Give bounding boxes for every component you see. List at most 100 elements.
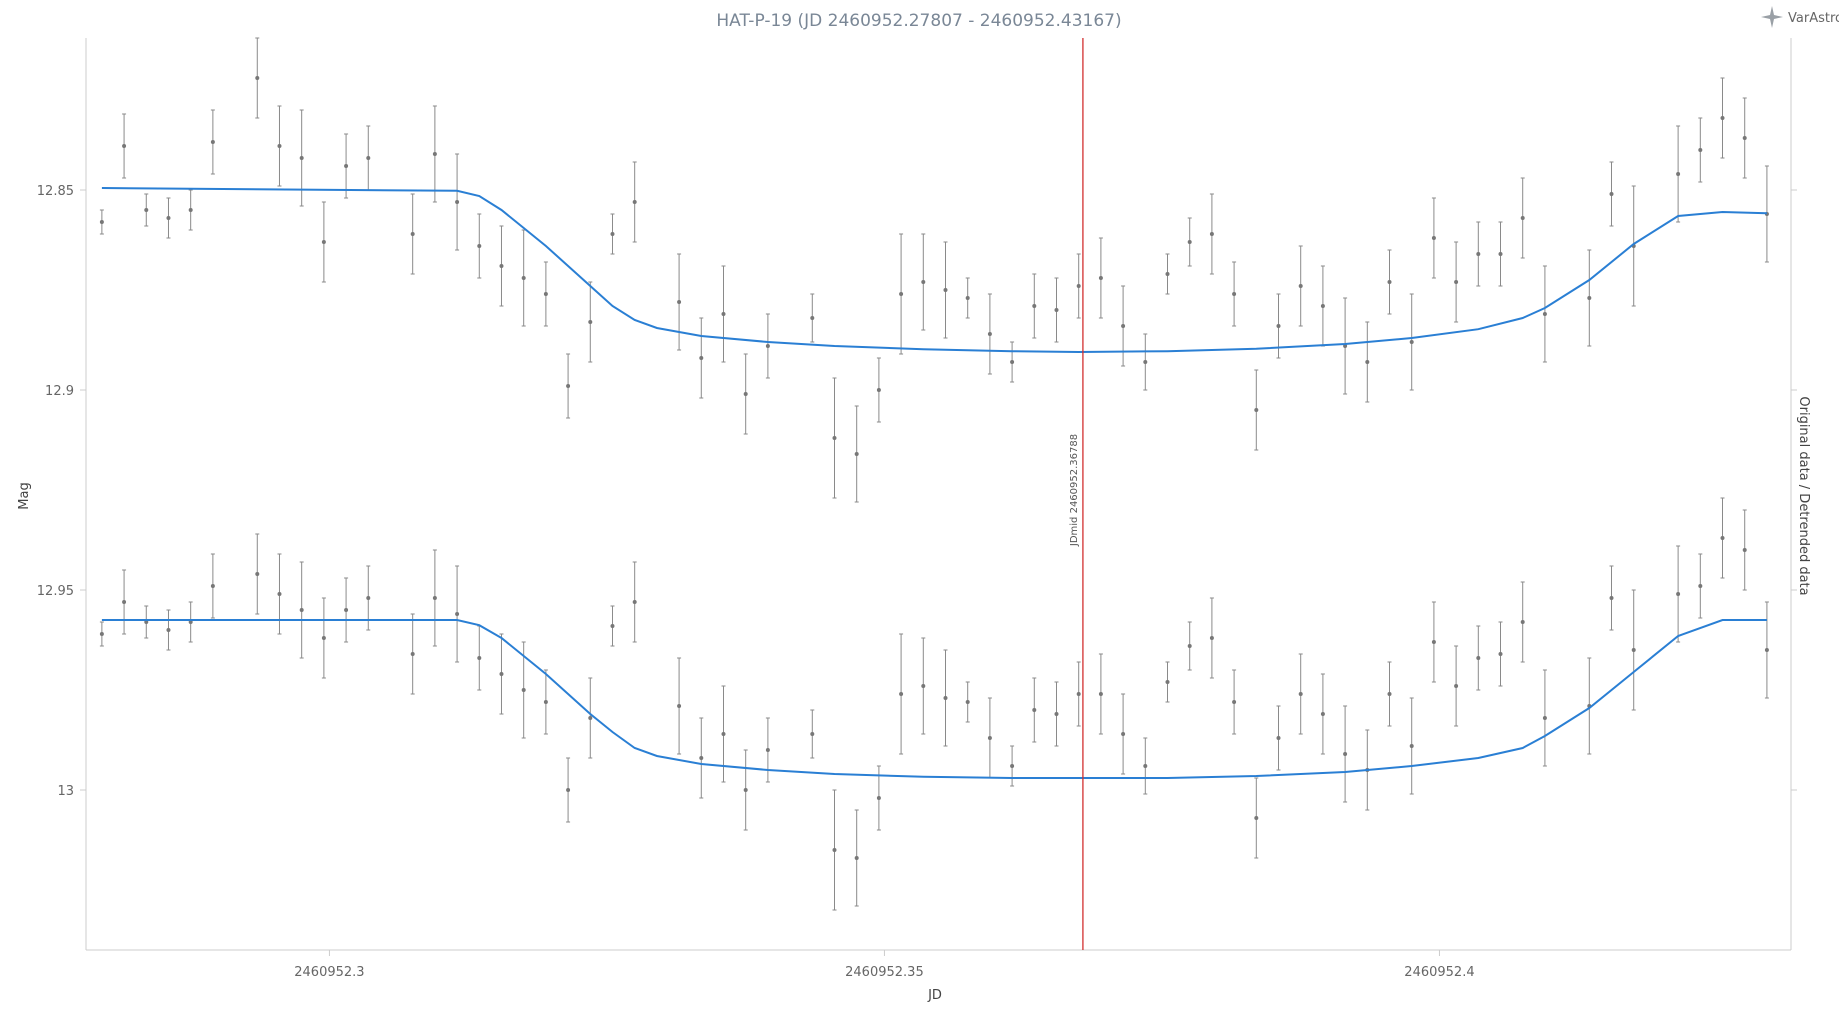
data-point[interactable] <box>1676 172 1681 176</box>
data-point[interactable] <box>566 788 571 792</box>
data-point[interactable] <box>743 392 748 396</box>
data-point[interactable] <box>987 332 992 336</box>
data-point[interactable] <box>1431 236 1436 240</box>
data-point[interactable] <box>632 200 637 204</box>
data-point[interactable] <box>432 596 437 600</box>
data-point[interactable] <box>1498 252 1503 256</box>
data-point[interactable] <box>1143 764 1148 768</box>
data-point[interactable] <box>765 344 770 348</box>
data-point[interactable] <box>521 276 526 280</box>
data-point[interactable] <box>455 612 460 616</box>
data-point[interactable] <box>921 280 926 284</box>
data-point[interactable] <box>455 200 460 204</box>
data-point[interactable] <box>1720 536 1725 540</box>
data-point[interactable] <box>1609 596 1614 600</box>
data-point[interactable] <box>1165 272 1170 276</box>
data-point[interactable] <box>543 292 548 296</box>
data-point[interactable] <box>477 656 482 660</box>
data-point[interactable] <box>632 600 637 604</box>
data-point[interactable] <box>1121 732 1126 736</box>
data-point[interactable] <box>1343 752 1348 756</box>
data-point[interactable] <box>832 848 837 852</box>
data-point[interactable] <box>1676 592 1681 596</box>
data-point[interactable] <box>277 592 282 596</box>
data-point[interactable] <box>1542 716 1547 720</box>
data-point[interactable] <box>610 232 615 236</box>
data-point[interactable] <box>1387 692 1392 696</box>
data-point[interactable] <box>1165 680 1170 684</box>
data-point[interactable] <box>344 608 349 612</box>
data-point[interactable] <box>921 684 926 688</box>
data-point[interactable] <box>166 216 171 220</box>
data-point[interactable] <box>943 288 948 292</box>
data-point[interactable] <box>1631 648 1636 652</box>
data-point[interactable] <box>1320 304 1325 308</box>
data-point[interactable] <box>1476 656 1481 660</box>
data-point[interactable] <box>965 296 970 300</box>
data-point[interactable] <box>854 452 859 456</box>
data-point[interactable] <box>1409 744 1414 748</box>
data-point[interactable] <box>721 732 726 736</box>
data-point[interactable] <box>1698 148 1703 152</box>
data-point[interactable] <box>1365 360 1370 364</box>
data-point[interactable] <box>366 596 371 600</box>
data-point[interactable] <box>144 208 149 212</box>
data-point[interactable] <box>876 796 881 800</box>
data-point[interactable] <box>588 716 593 720</box>
data-point[interactable] <box>943 696 948 700</box>
data-point[interactable] <box>1098 692 1103 696</box>
data-point[interactable] <box>1032 708 1037 712</box>
data-point[interactable] <box>99 220 104 224</box>
data-point[interactable] <box>1187 240 1192 244</box>
data-point[interactable] <box>1298 284 1303 288</box>
data-point[interactable] <box>299 608 304 612</box>
data-point[interactable] <box>1454 280 1459 284</box>
data-point[interactable] <box>166 628 171 632</box>
data-point[interactable] <box>765 748 770 752</box>
data-point[interactable] <box>1587 296 1592 300</box>
data-point[interactable] <box>1209 232 1214 236</box>
data-point[interactable] <box>366 156 371 160</box>
data-point[interactable] <box>477 244 482 248</box>
data-point[interactable] <box>1054 712 1059 716</box>
data-point[interactable] <box>1232 292 1237 296</box>
data-point[interactable] <box>876 388 881 392</box>
data-point[interactable] <box>1276 736 1281 740</box>
data-point[interactable] <box>1409 340 1414 344</box>
data-point[interactable] <box>122 144 127 148</box>
varastro-logo[interactable]: VarAstro <box>1761 6 1839 28</box>
data-point[interactable] <box>1298 692 1303 696</box>
data-point[interactable] <box>1387 280 1392 284</box>
data-point[interactable] <box>566 384 571 388</box>
data-point[interactable] <box>299 156 304 160</box>
data-point[interactable] <box>410 652 415 656</box>
data-point[interactable] <box>1454 684 1459 688</box>
data-point[interactable] <box>321 240 326 244</box>
data-point[interactable] <box>521 688 526 692</box>
data-point[interactable] <box>987 736 992 740</box>
data-point[interactable] <box>188 208 193 212</box>
data-point[interactable] <box>1742 548 1747 552</box>
data-point[interactable] <box>1143 360 1148 364</box>
data-point[interactable] <box>1076 692 1081 696</box>
data-point[interactable] <box>1542 312 1547 316</box>
data-point[interactable] <box>1232 700 1237 704</box>
data-point[interactable] <box>344 164 349 168</box>
data-point[interactable] <box>1187 644 1192 648</box>
data-point[interactable] <box>1010 764 1015 768</box>
data-point[interactable] <box>1520 620 1525 624</box>
data-point[interactable] <box>1520 216 1525 220</box>
data-point[interactable] <box>432 152 437 156</box>
data-point[interactable] <box>1076 284 1081 288</box>
data-point[interactable] <box>543 700 548 704</box>
data-point[interactable] <box>1254 408 1259 412</box>
data-point[interactable] <box>277 144 282 148</box>
data-point[interactable] <box>499 672 504 676</box>
data-point[interactable] <box>699 756 704 760</box>
data-point[interactable] <box>699 356 704 360</box>
data-point[interactable] <box>1010 360 1015 364</box>
data-point[interactable] <box>610 624 615 628</box>
data-point[interactable] <box>122 600 127 604</box>
data-point[interactable] <box>1098 276 1103 280</box>
data-point[interactable] <box>499 264 504 268</box>
